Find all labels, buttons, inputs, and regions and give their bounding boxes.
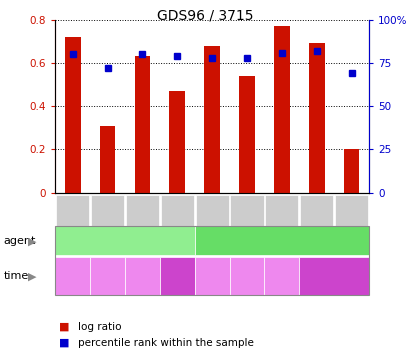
Text: GDS96 / 3715: GDS96 / 3715 [156,9,253,23]
Bar [99,126,115,193]
Bar [134,56,150,193]
Text: ■: ■ [59,338,70,348]
Text: time: time [3,271,29,281]
Text: 15
minute: 15 minute [233,266,260,286]
Text: ▶: ▶ [28,237,36,247]
Bar [273,26,289,193]
Bar [169,91,185,193]
Bar [343,150,359,193]
Text: log ratio: log ratio [78,322,121,332]
Text: 30
minute: 30 minute [267,266,295,286]
Text: ▶: ▶ [28,272,36,282]
Text: 5
minute: 5 minute [198,266,225,286]
Text: no tryptophan: no tryptophan [85,236,164,246]
Bar [204,46,220,193]
Text: 60 minute: 60 minute [310,271,357,280]
Text: 30
minute: 30 minute [128,266,156,286]
Bar [238,76,254,193]
Text: 60
minute: 60 minute [163,266,191,286]
Text: 5
minute: 5 minute [59,266,86,286]
Bar [65,37,81,193]
Text: tryptophan: tryptophan [250,236,312,246]
Text: 15
minute: 15 minute [94,266,121,286]
Text: agent: agent [3,236,36,246]
Text: percentile rank within the sample: percentile rank within the sample [78,338,253,348]
Bar [308,44,324,193]
Text: ■: ■ [59,322,70,332]
